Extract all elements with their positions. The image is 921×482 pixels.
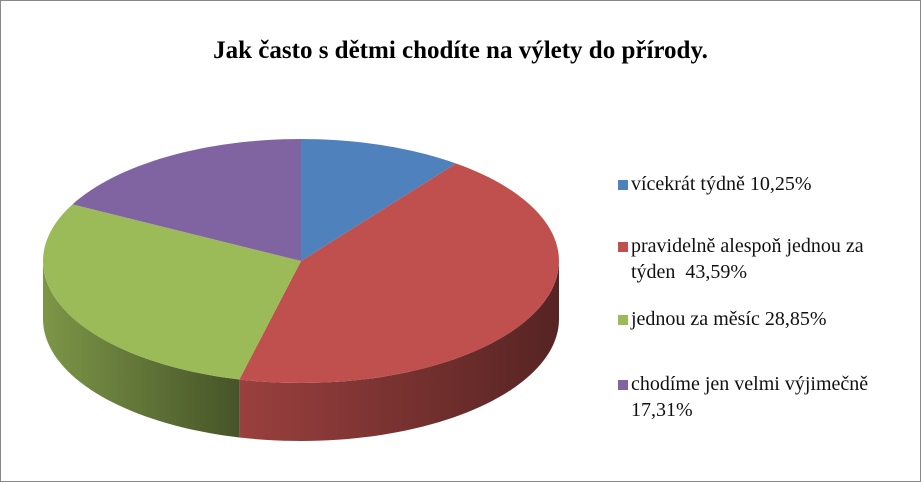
legend-swatch — [618, 315, 628, 325]
pie-area — [43, 139, 559, 441]
legend-label: pravidelně alespoň jednou za týden 43,59… — [631, 235, 869, 283]
slice — [239, 163, 559, 383]
slice-side — [239, 261, 559, 441]
legend-swatch — [618, 242, 628, 252]
chart-title: Jak často s dětmi chodíte na výlety do p… — [213, 37, 708, 64]
legend-label: jednou za měsíc 28,85% — [631, 308, 827, 330]
slice — [301, 139, 456, 261]
legend-swatch — [618, 180, 628, 190]
slice — [72, 139, 301, 261]
legend-label: chodíme jen velmi výjimečně 17,31% — [631, 373, 874, 421]
slice-side — [43, 261, 240, 438]
slice — [43, 204, 301, 380]
legend-swatch — [618, 380, 628, 390]
legend-label: vícekrát týdně 10,25% — [631, 173, 812, 195]
